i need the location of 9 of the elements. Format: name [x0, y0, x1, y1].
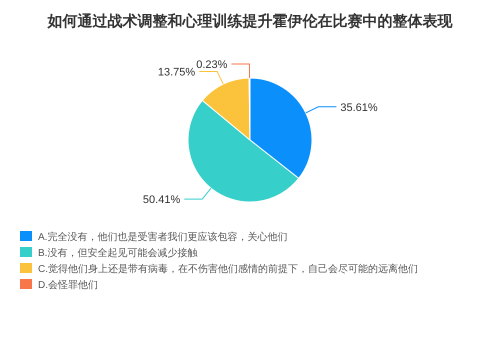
legend-label: B.没有，但安全起见可能会减少接触: [38, 247, 198, 259]
legend-label: C.觉得他们身上还是带有病毒，在不伤害他们感情的前提下，自己会尽可能的远离他们: [38, 263, 418, 275]
data-label: 13.75%: [158, 66, 196, 78]
data-label: 50.41%: [142, 194, 180, 206]
legend-label: A.完全没有，他们也是受害者我们更应该包容，关心他们: [38, 231, 288, 243]
data-label: 35.61%: [340, 102, 378, 114]
data-label: 0.23%: [196, 59, 228, 71]
chart-title: 如何通过战术调整和心理训练提升霍伊伦在比赛中的整体表现: [46, 12, 454, 30]
legend-label: D.会怪罪他们: [38, 279, 98, 291]
